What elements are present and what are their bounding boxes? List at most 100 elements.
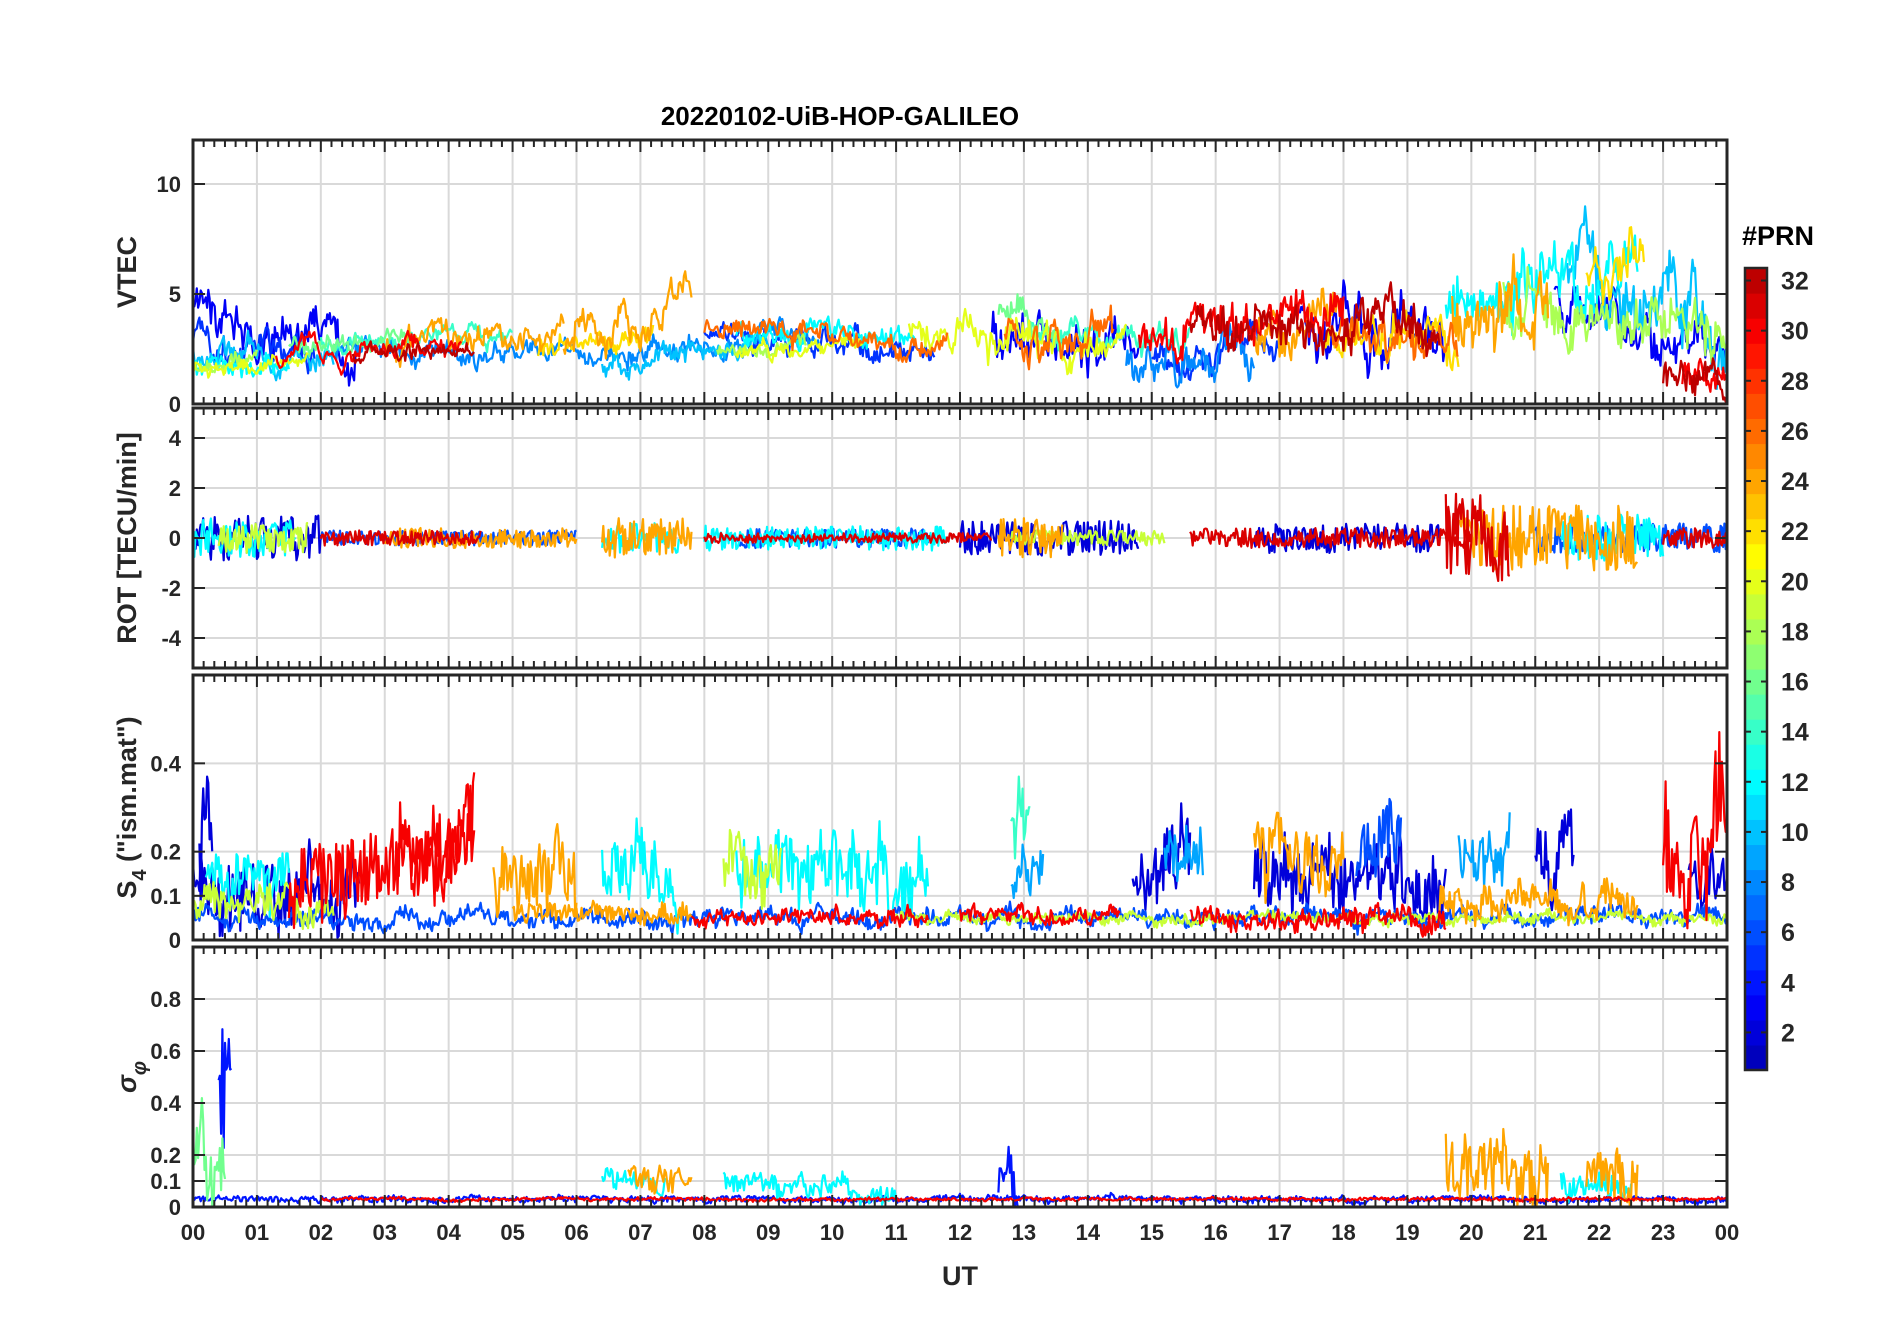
- colorbar-tick-label: 10: [1781, 819, 1809, 847]
- vtec-ytick-label: 5: [169, 282, 181, 307]
- s4-series-prn-30: [1189, 901, 1447, 938]
- s4-series-prn-24: [1252, 811, 1345, 905]
- vtec-series-prn-20: [907, 307, 1128, 376]
- colorbar-tick-label: 22: [1781, 518, 1809, 546]
- colorbar-swatch-prn-32: [1745, 268, 1767, 294]
- colorbar-swatch-prn-21: [1745, 543, 1767, 570]
- xtick-label: 18: [1331, 1220, 1355, 1245]
- xtick-label: 12: [948, 1220, 972, 1245]
- vtec-ytick-label: 0: [169, 392, 181, 417]
- xtick-label: 14: [1076, 1220, 1101, 1245]
- xtick-label: 06: [564, 1220, 588, 1245]
- colorbar-swatch-prn-7: [1745, 894, 1767, 921]
- colorbar-swatch-prn-13: [1745, 744, 1767, 770]
- rot-xticks: [192, 408, 1728, 668]
- colorbar-swatch-prn-2: [1745, 1019, 1767, 1046]
- rot-series-prn-12: [703, 524, 949, 552]
- sigma-phi-panel: 00.10.2 0.4 0.6 0.8 σφ 00 01 02 03 04 05 06 07 08 09 10…: [112, 945, 1739, 1291]
- colorbar-swatch-prn-28: [1745, 368, 1767, 394]
- s4-ylabel-rest: ("ism.mat"): [112, 716, 142, 869]
- vtec-series-prn-26: [703, 317, 949, 363]
- vtec-series-prn-3: [990, 309, 1141, 379]
- s4-ytick-label: 0.2: [150, 840, 181, 865]
- s4-series-prn-6: [1355, 797, 1403, 878]
- vtec-series-prn-22: [1585, 226, 1645, 306]
- xtick-label: 08: [692, 1220, 716, 1245]
- sigma_phi-ylabel-sub: φ: [129, 1061, 151, 1075]
- s4-xticks: [192, 675, 1728, 940]
- rot-yaxis: -4 -2 0 2 4: [161, 426, 1727, 651]
- vtec-series-prn-3: [193, 287, 361, 387]
- colorbar-swatch-prn-3: [1745, 994, 1767, 1021]
- rot-ytick-label: 4: [169, 426, 182, 451]
- vtec-series-prn-24: [562, 270, 693, 360]
- xtick-label: 21: [1523, 1220, 1547, 1245]
- colorbar-swatch-prn-11: [1745, 794, 1767, 820]
- vtec-series-prn-30: [1681, 357, 1727, 393]
- xtick-label: 07: [628, 1220, 652, 1245]
- s4-series-prn-30: [690, 903, 930, 930]
- sigma_phi-ylabel-main: σ: [112, 1074, 142, 1093]
- rot-series-prn-19: [1010, 529, 1166, 547]
- vtec-series-prn-22: [537, 324, 655, 357]
- s4-ytick-label: 0.1: [150, 884, 181, 909]
- vtec-ytick-label: 10: [157, 172, 181, 197]
- sigma_phi-ytick-label: 0.1: [150, 1169, 181, 1194]
- xtick-label: 04: [436, 1220, 461, 1245]
- vtec-ylabel: VTEC: [112, 236, 142, 308]
- s4-ylabel-main: S: [112, 881, 142, 899]
- rot-series-prn-31: [319, 529, 482, 547]
- rot-series-prn-19: [217, 522, 309, 555]
- colorbar-swatch-prn-20: [1745, 568, 1767, 595]
- colorbar-tick-label: 2: [1781, 1019, 1795, 1047]
- xtick-label: 11: [884, 1220, 907, 1245]
- colorbar-frame: [1743, 266, 1769, 1072]
- sigma_phi-ytick-label: 0.2: [150, 1143, 181, 1168]
- colorbar-swatch-prn-31: [1745, 293, 1767, 319]
- rot-series-prn-24: [997, 517, 1064, 559]
- s4-series-prn-19: [193, 880, 335, 931]
- sigma_phi-xticks: [192, 947, 1728, 1207]
- s4-ytick-label: 0: [169, 928, 181, 953]
- sigma_phi-ylabel: σφ: [112, 1061, 151, 1093]
- colorbar-swatch-prn-22: [1745, 518, 1767, 545]
- xtick-label: 16: [1203, 1220, 1227, 1245]
- colorbar-swatch-prn-29: [1745, 343, 1767, 369]
- s4-series-prn-30: [396, 772, 476, 903]
- rot-series-prn-31: [1189, 526, 1473, 550]
- vtec-series-prn-32: [1662, 357, 1727, 403]
- s4-series-prn-30: [958, 901, 1121, 927]
- vtec-series-prn-16: [288, 327, 418, 358]
- xtick-label: 05: [500, 1220, 524, 1245]
- colorbar-swatch-prn-5: [1745, 944, 1767, 971]
- rot-series-prn-24: [601, 517, 693, 559]
- sigma_phi-series-prn-24: [1585, 1147, 1639, 1207]
- s4-series-prn-2: [1131, 802, 1192, 912]
- s4-series-prn-9: [1163, 824, 1204, 883]
- xtick-label: 09: [756, 1220, 780, 1245]
- xtick-label: 02: [309, 1220, 333, 1245]
- xaxis-label: UT: [942, 1261, 978, 1291]
- sigma_phi-series-prn-4: [217, 1028, 233, 1150]
- xtick-label: 23: [1651, 1220, 1675, 1245]
- colorbar-swatch-prn-26: [1745, 418, 1767, 445]
- s4-series-prn-19: [895, 907, 1727, 929]
- xtick-label: 17: [1267, 1220, 1291, 1245]
- colorbar-swatch-prn-19: [1745, 593, 1767, 620]
- xtick-label: 03: [373, 1220, 397, 1245]
- colorbar-swatch-prn-17: [1745, 643, 1767, 670]
- rot-series-prn-31: [1444, 492, 1511, 583]
- colorbar-swatch-prn-25: [1745, 443, 1767, 470]
- vtec-xticks: [192, 140, 1728, 404]
- s4-series-prn-30: [287, 812, 476, 930]
- xtick-label: 00: [181, 1220, 205, 1245]
- s4-series-prn-14: [1010, 775, 1031, 860]
- s4-series-prn-12: [204, 852, 290, 918]
- colorbar-tick-label: 6: [1781, 919, 1795, 947]
- s4-series-prn-24: [492, 822, 578, 919]
- vtec-panel: 0 5 10 VTEC: [112, 138, 1729, 417]
- s4-series-prn-24: [511, 899, 693, 927]
- s4-series-prn-9: [1010, 843, 1045, 900]
- colorbar-swatch-prn-16: [1745, 669, 1767, 695]
- colorbar-tick-label: 18: [1781, 618, 1809, 646]
